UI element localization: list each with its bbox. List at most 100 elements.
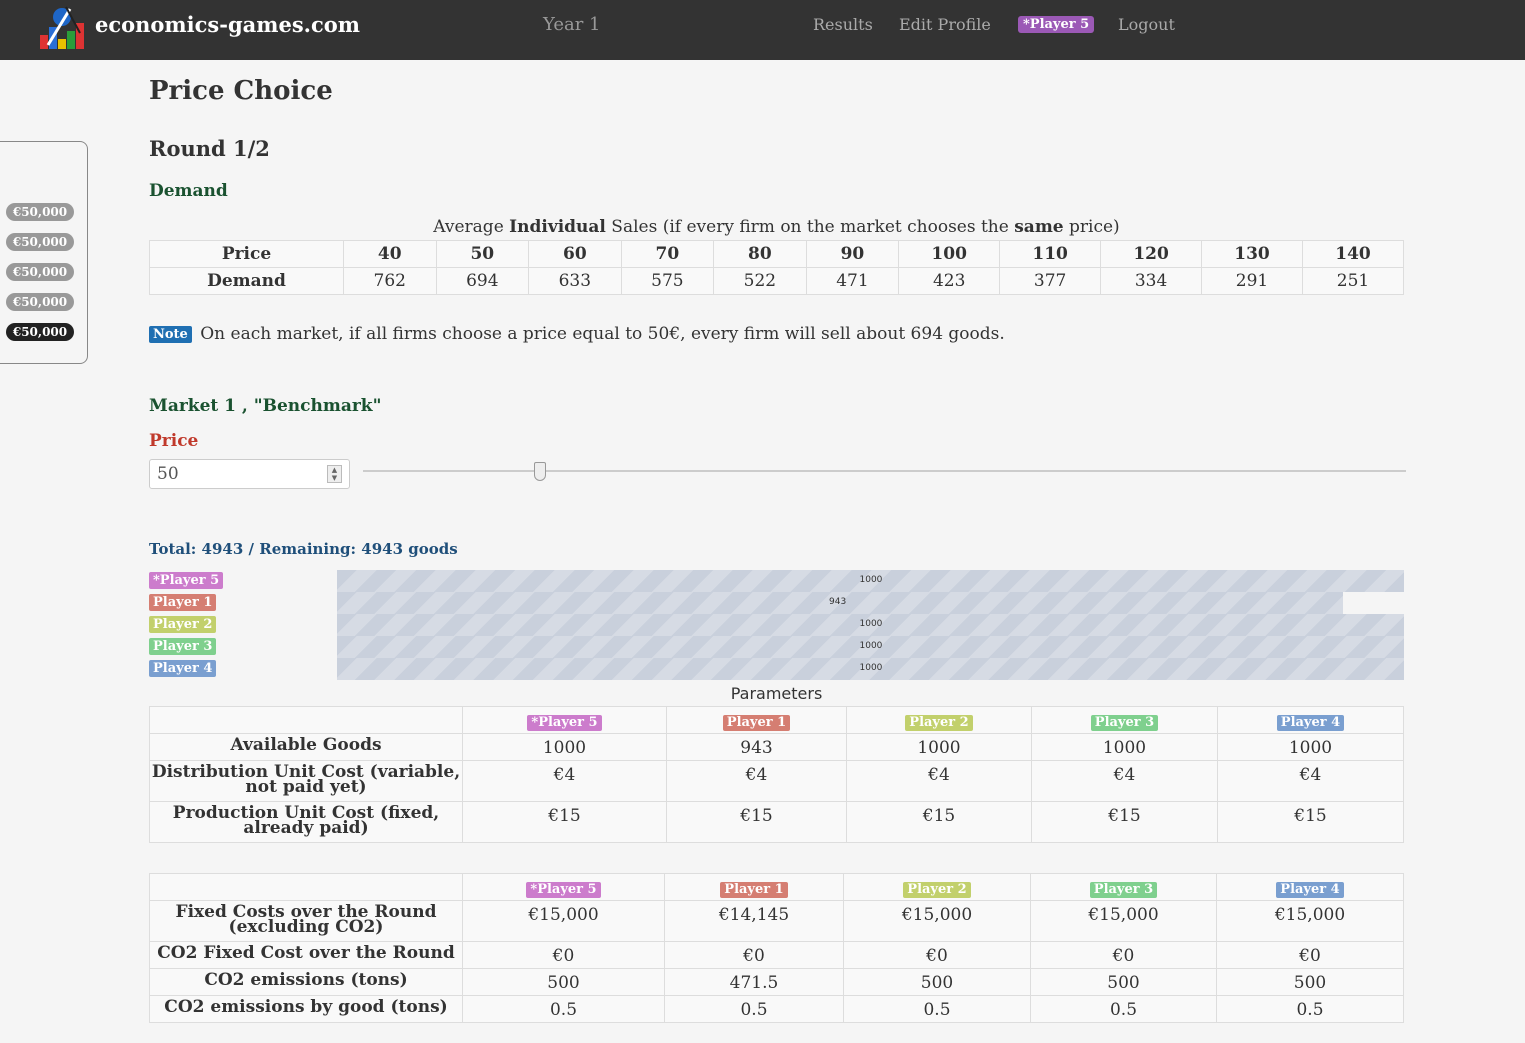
player-tag: Player 4 [149,660,217,677]
table-cell: 500 [462,968,665,996]
table-cell: 0.5 [1216,995,1404,1023]
price-cell: 40 [343,240,437,268]
player-tag: Player 1 [722,715,791,731]
price-cell: 100 [898,240,1001,268]
price-label: Price [149,431,199,451]
demand-cell: 291 [1201,267,1303,295]
header-cell: *Player 5 [462,873,665,901]
header-cell: Player 4 [1216,873,1404,901]
market-title: Market 1 , "Benchmark" [149,396,382,416]
nav-results-link[interactable]: Results [813,15,873,34]
price-spinner[interactable]: ▲ ▼ [327,465,342,483]
cash-badge: €50,000 [6,203,74,221]
price-row: Price 40 50 60 70 80 90 100 110 120 130 … [149,240,1404,268]
price-cell: 130 [1201,240,1303,268]
table-cell: €15 [1217,801,1404,843]
table-cell: €15 [1031,801,1218,843]
demand-row: Demand 762 694 633 575 522 471 423 377 3… [149,267,1404,295]
row-header: Available Goods [149,733,463,761]
row-header: CO2 emissions (tons) [149,968,463,996]
demand-cell: 694 [435,267,530,295]
header-cell: *Player 5 [462,706,667,734]
empty-header [149,706,463,734]
goods-bar-label: 943 [829,597,847,607]
demand-cell: 334 [1100,267,1203,295]
table-cell: €0 [1030,941,1217,969]
table-row: CO2 emissions (tons) 500 471.5 500 500 5… [149,968,1404,996]
nav-logout-link[interactable]: Logout [1118,15,1175,34]
goods-bar [337,592,1343,614]
demand-cell: 522 [713,267,807,295]
round-title: Round 1/2 [149,136,270,161]
table-cell: €0 [1216,941,1404,969]
brand-link[interactable]: economics-games.com [95,12,360,37]
table-cell: €15 [462,801,667,843]
table-row: CO2 emissions by good (tons) 0.5 0.5 0.5… [149,995,1404,1023]
empty-header [149,873,463,901]
goods-bar [337,614,1404,636]
header-cell: Player 1 [666,706,847,734]
table-cell: €15,000 [843,900,1031,942]
goods-bar-label: 1000 [859,641,883,651]
table-row: Distribution Unit Cost (variable, not pa… [149,760,1404,802]
price-cell: 90 [805,240,900,268]
price-cell: 60 [528,240,622,268]
header-cell: Player 2 [843,873,1031,901]
demand-cell: 251 [1302,267,1404,295]
player-tag: *Player 5 [149,572,224,589]
table-cell: 0.5 [1030,995,1217,1023]
demand-heading: Demand [149,181,228,201]
caption-text: Average [433,217,510,237]
navbar: economics-games.com Year 1 Results Edit … [0,0,1525,60]
price-cell: 80 [713,240,807,268]
table-cell: 500 [843,968,1031,996]
player-tag: Player 2 [149,616,217,633]
table-cell: €15 [846,801,1032,843]
player-tag: Player 2 [903,882,971,898]
table-cell: €14,145 [664,900,844,942]
goods-bar [337,636,1404,658]
header-cell: Player 2 [846,706,1032,734]
demand-cell: 762 [343,267,437,295]
price-cell: 110 [999,240,1102,268]
table-row: Production Unit Cost (fixed, already pai… [149,801,1404,843]
cash-badge: €50,000 [6,293,74,311]
player-tag: Player 1 [720,882,788,898]
price-slider-handle[interactable] [534,462,547,481]
table-cell: €15,000 [1030,900,1217,942]
demand-cell: 575 [620,267,715,295]
player-badge[interactable]: *Player 5 [1018,16,1095,33]
table-row: Available Goods 1000 943 1000 1000 1000 [149,733,1404,761]
demand-cell: 471 [805,267,900,295]
player-tag: Player 4 [1276,882,1344,898]
price-cell: 50 [435,240,530,268]
row-header: Distribution Unit Cost (variable, not pa… [149,760,463,802]
table-cell: 1000 [1031,733,1218,761]
table-cell: 0.5 [462,995,665,1023]
cash-badge: €50,000 [6,233,74,251]
logo-icon[interactable] [40,5,88,49]
parameters-caption: Parameters [730,684,823,703]
note-text: On each market, if all firms choose a pr… [200,324,1005,344]
cash-badge: €50,000 [6,263,74,281]
table-cell: €4 [666,760,847,802]
nav-edit-profile-link[interactable]: Edit Profile [899,15,991,34]
row-header: Production Unit Cost (fixed, already pai… [149,801,463,843]
table-cell: 943 [666,733,847,761]
player-tag: Player 1 [149,594,217,611]
row-header: Demand [149,267,344,295]
player-tag: Player 3 [1089,882,1158,898]
table-row: Fixed Costs over the Round (excluding CO… [149,900,1404,942]
price-cell: 70 [620,240,715,268]
table-cell: 0.5 [843,995,1031,1023]
row-header: Price [149,240,344,268]
table-row: CO2 Fixed Cost over the Round €0 €0 €0 €… [149,941,1404,969]
goods-bar-label: 1000 [859,575,883,585]
parameters-table: *Player 5 Player 1 Player 2 Player 3 Pla… [149,706,1404,843]
price-slider-track[interactable] [363,470,1406,472]
table-header-row: *Player 5 Player 1 Player 2 Player 3 Pla… [149,706,1404,734]
price-input[interactable] [149,459,350,489]
table-header-row: *Player 5 Player 1 Player 2 Player 3 Pla… [149,873,1404,901]
table-cell: 1000 [1217,733,1404,761]
player-tag: *Player 5 [526,882,601,898]
